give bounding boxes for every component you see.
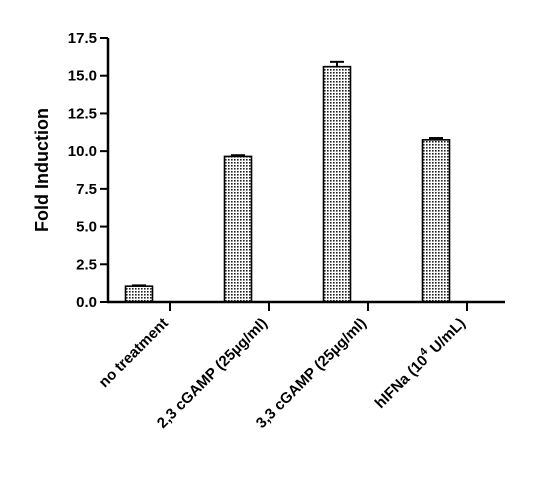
x-tick-label: 2,3 cGAMP (25µg/ml) (154, 315, 271, 432)
bars (124, 60, 451, 303)
y-tick-label: 0.0 (76, 294, 97, 311)
x-tick-label: 3,3 cGAMP (25µg/ml) (253, 315, 370, 432)
bar (124, 285, 154, 303)
x-tick-label-text: 3,3 cGAMP (25µg/ml) (253, 315, 370, 432)
y-tick-label: 5.0 (76, 219, 97, 236)
y-axis: 0.0 2.5 5.0 7.5 10.0 12.5 15.0 17.5 (68, 30, 108, 311)
x-tick-label-suffix: U/mL) (424, 315, 469, 360)
x-tick-label-text: no treatment (96, 315, 172, 391)
y-tick-label: 12.5 (68, 105, 97, 122)
x-tick-label-text: 2,3 cGAMP (25µg/ml) (154, 315, 271, 432)
x-tick-label-text: hIFNa (10 (372, 352, 432, 412)
y-tick-label: 2.5 (76, 256, 97, 273)
x-tick-label: hIFNa (104 U/mL) (370, 313, 469, 412)
bar (421, 139, 451, 303)
bar (223, 155, 253, 303)
y-tick-label: 17.5 (68, 30, 97, 47)
y-tick-label: 7.5 (76, 181, 97, 198)
y-tick-label: 10.0 (68, 143, 97, 160)
y-axis-label: Fold Induction (32, 108, 52, 232)
x-tick-label: no treatment (96, 315, 172, 391)
bar (322, 65, 352, 303)
y-tick-label: 15.0 (68, 68, 97, 85)
